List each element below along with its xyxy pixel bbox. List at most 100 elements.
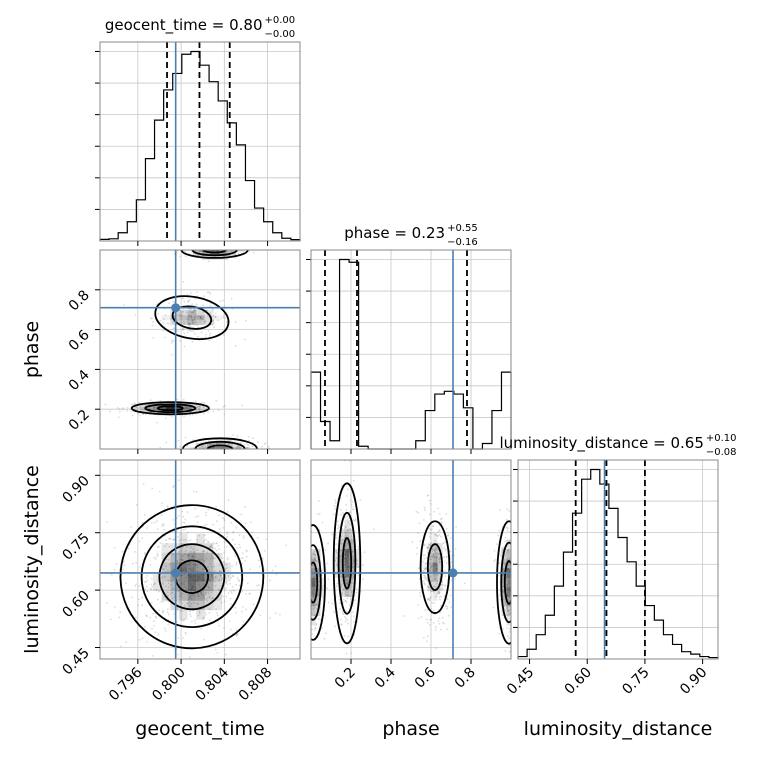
sample-point	[169, 537, 172, 540]
sample-point	[135, 616, 137, 619]
sample-point	[431, 555, 433, 558]
sample-point	[189, 562, 191, 565]
sample-point	[159, 399, 162, 402]
sample-point	[349, 499, 352, 502]
sample-point	[117, 416, 120, 419]
sample-point	[182, 310, 184, 313]
sample-point	[512, 542, 514, 544]
density-cell	[140, 409, 149, 413]
sample-point	[306, 619, 308, 621]
density-cell	[210, 244, 219, 248]
sample-point	[493, 560, 495, 562]
sample-point	[444, 584, 447, 587]
sample-point	[165, 585, 167, 588]
density-cell	[213, 581, 223, 592]
x-tick-label: 0.8	[452, 665, 479, 692]
sample-point	[304, 619, 306, 621]
sample-point	[205, 591, 208, 594]
sample-point	[165, 539, 167, 542]
sample-point	[422, 560, 424, 563]
sample-point	[153, 408, 156, 410]
sample-point	[339, 570, 342, 572]
density-cell	[204, 562, 214, 572]
sample-point	[246, 443, 249, 445]
sample-point	[438, 529, 440, 532]
sample-point	[204, 320, 207, 322]
sample-point	[512, 569, 514, 571]
sample-point	[212, 319, 215, 322]
panel-background	[100, 42, 300, 241]
sample-point	[236, 633, 239, 636]
sample-point	[437, 549, 439, 552]
sample-point	[222, 446, 224, 449]
sample-point	[212, 245, 214, 247]
sample-point	[453, 578, 456, 580]
sample-point	[446, 605, 449, 608]
sample-point	[207, 411, 210, 413]
contour-line	[341, 537, 353, 590]
sample-point	[215, 576, 217, 579]
sample-point	[200, 627, 203, 630]
sample-point	[307, 533, 309, 535]
sample-point	[430, 590, 433, 593]
sample-point	[150, 317, 152, 320]
density-cell	[165, 406, 175, 410]
sample-point	[265, 538, 268, 541]
sample-point	[170, 580, 172, 582]
density-cell	[320, 577, 326, 588]
sample-point	[172, 486, 175, 489]
density-cell	[204, 581, 214, 592]
sample-point	[217, 319, 219, 322]
sample-point	[441, 517, 443, 520]
sample-point	[238, 580, 241, 582]
sample-point	[324, 549, 327, 552]
density-cell	[306, 578, 311, 588]
sample-point	[223, 589, 226, 592]
sample-point	[168, 302, 171, 305]
sample-point	[226, 533, 229, 535]
contour-line	[119, 504, 265, 650]
sample-point	[506, 635, 509, 637]
sample-point	[225, 653, 227, 656]
sample-point	[212, 243, 214, 245]
sample-point	[342, 587, 345, 590]
sample-point	[512, 554, 514, 556]
sample-point	[212, 577, 215, 580]
sample-point	[245, 608, 248, 611]
sample-point	[192, 551, 195, 554]
sample-point	[180, 538, 182, 541]
density-cell	[191, 409, 201, 413]
sample-point	[214, 316, 217, 318]
density-cell	[170, 562, 179, 572]
sample-point	[428, 599, 431, 602]
sample-point	[357, 565, 360, 568]
sample-point	[202, 568, 204, 570]
sample-point	[508, 585, 511, 588]
sample-point	[221, 450, 223, 452]
sample-point	[351, 578, 353, 581]
sample-point	[335, 543, 338, 545]
density-cell	[306, 597, 311, 607]
density-cell	[432, 591, 438, 601]
density-cell	[512, 578, 517, 588]
sample-point	[249, 450, 251, 452]
sample-point	[357, 574, 360, 577]
sample-point	[201, 445, 203, 448]
density-cell	[196, 610, 205, 620]
sample-point	[215, 247, 217, 249]
sample-point	[165, 542, 168, 545]
sample-point	[348, 604, 351, 607]
sample-point	[258, 565, 261, 568]
sample-point	[131, 403, 133, 405]
sample-point	[426, 598, 429, 601]
sample-point	[180, 532, 183, 535]
sample-point	[198, 408, 201, 410]
sample-point	[202, 247, 204, 249]
sample-point	[144, 588, 147, 591]
sample-point	[349, 511, 352, 514]
sample-point	[341, 591, 344, 594]
sample-point	[212, 320, 215, 323]
sample-point	[209, 579, 211, 582]
sample-point	[230, 244, 232, 246]
sample-point	[435, 557, 438, 560]
